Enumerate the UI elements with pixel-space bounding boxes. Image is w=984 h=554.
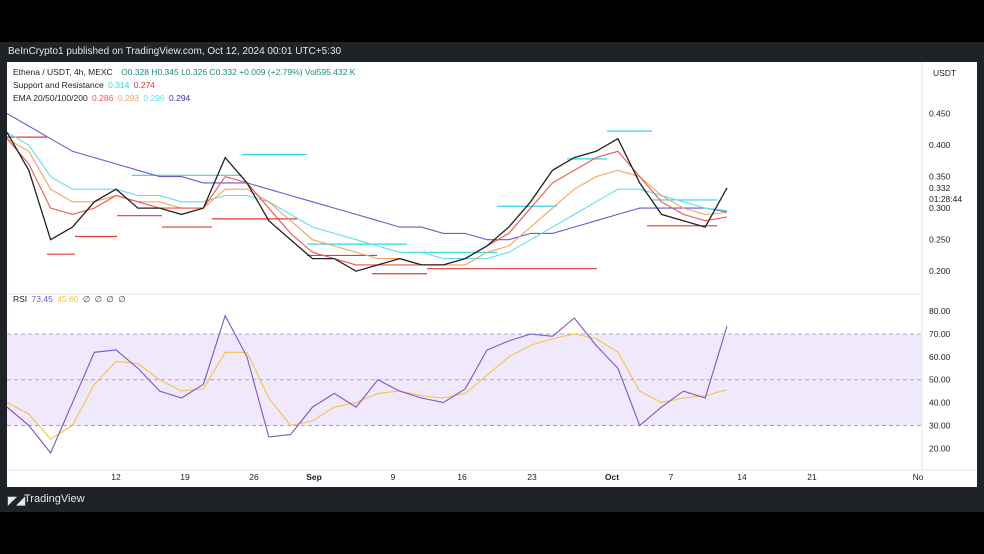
rsi-value: 73.45 [31,294,53,304]
time-axis-tick: 19 [180,472,190,482]
time-axis-tick: 12 [111,472,121,482]
rsi-axis-tick: 40.00 [929,398,951,408]
tradingview-logo-icon[interactable]: ◤◢ [8,495,25,507]
time-axis-tick: 23 [527,472,537,482]
price-axis-tick: 0.200 [929,266,951,276]
price-axis-unit: USDT [933,68,956,78]
price-axis-tick: 0.300 [929,203,951,213]
time-axis-tick: 9 [391,472,396,482]
rsi-axis-tick: 20.00 [929,443,951,453]
ohlc-values: O0.328 H0.345 L0.326 C0.332 +0.009 (+2.7… [121,67,356,77]
sr-value-resistance: 0.314 [108,80,130,90]
rsi-axis-tick: 60.00 [929,352,951,362]
rsi-axis-tick: 70.00 [929,329,951,339]
brand-name[interactable]: TradingView [24,493,85,505]
rsi-axis-tick: 30.00 [929,420,951,430]
rsi-legend[interactable]: RSI 73.45 45.60 ∅ ∅ ∅ ∅ [13,294,126,305]
ema-legend[interactable]: EMA 20/50/100/200 0.286 0.293 0.296 0.29… [13,93,190,103]
price-axis-tick: 0.450 [929,108,951,118]
ema20-value: 0.286 [92,93,114,103]
sr-label: Support and Resistance [13,80,104,90]
publisher-bar: BeInCrypto1 published on TradingView.com… [0,42,984,62]
ema50-line [6,138,728,266]
time-axis-tick: No [913,472,924,482]
ema200-line [6,113,728,241]
time-axis-tick: 7 [669,472,674,482]
time-axis-tick: 26 [249,472,259,482]
chart-canvas[interactable]: USDT 0.450 0.400 0.350 0.300 0.250 0.200 80.00 7… [6,62,977,487]
time-axis-tick: Sep [306,472,322,482]
rsi-empty-3: ∅ [106,294,114,304]
last-price-label: 0.332 [929,183,951,193]
countdown-label: 01:28:44 [929,194,962,204]
rsi-ma-line [6,333,728,440]
ema-label: EMA 20/50/100/200 [13,93,88,103]
time-axis-tick: 14 [737,472,747,482]
ema20-line [6,138,728,266]
time-axis-tick: 16 [457,472,467,482]
sr-value-support: 0.274 [133,80,156,90]
rsi-empty-2: ∅ [94,294,103,304]
time-axis-tick: 21 [807,472,817,482]
rsi-label: RSI [13,294,28,304]
price-axis-tick: 0.250 [929,235,951,245]
price-axis-tick: 0.400 [929,140,951,150]
symbol-legend[interactable]: Ethena / USDT, 4h, MEXC O0.328 H0.345 L0… [13,67,355,77]
ema50-value: 0.293 [117,93,139,103]
rsi-axis-tick: 50.00 [929,375,951,385]
footer-bar: ◤◢ TradingView [0,489,984,512]
chart-frame: BeInCrypto1 published on TradingView.com… [0,42,984,512]
rsi-line [6,314,728,454]
price-line [6,132,728,272]
ema100-value: 0.296 [143,93,165,103]
last-price-box [923,182,977,205]
time-axis-tick: Oct [605,472,619,482]
ema100-line [6,131,728,260]
rsi-ma-value: 45.60 [57,294,79,304]
symbol-label: Ethena / USDT, 4h, MEXC [13,67,113,77]
ema200-value: 0.294 [169,93,191,103]
chart-panel[interactable]: USDT 0.450 0.400 0.350 0.300 0.250 0.200 80.00 7… [6,62,977,487]
price-axis-tick: 0.350 [929,172,951,182]
rsi-axis-tick: 80.00 [929,306,951,316]
sr-legend[interactable]: Support and Resistance 0.314 0.274 [13,80,155,90]
publisher-text: BeInCrypto1 published on TradingView.com… [8,46,342,57]
rsi-empty-4: ∅ [118,294,126,304]
rsi-empty-1: ∅ [82,294,91,304]
